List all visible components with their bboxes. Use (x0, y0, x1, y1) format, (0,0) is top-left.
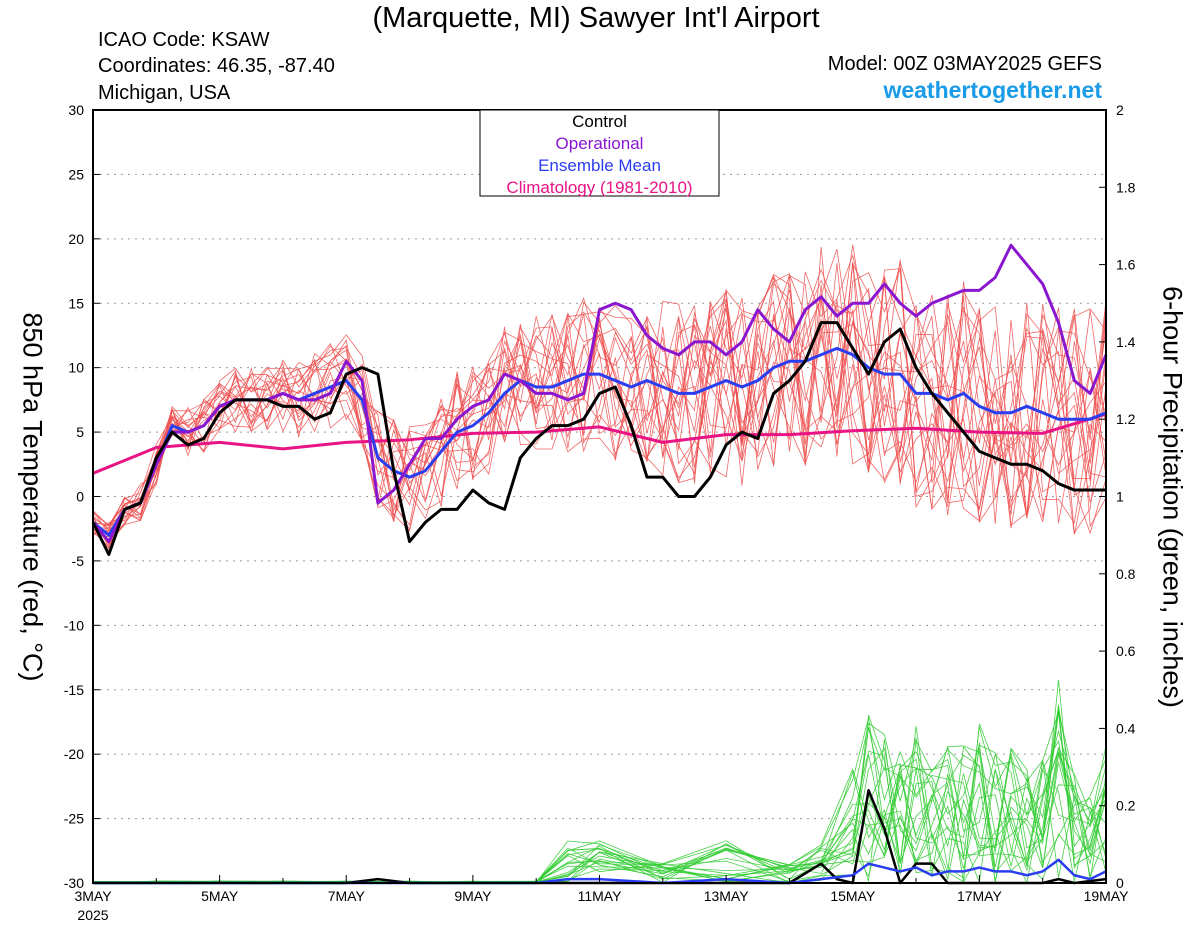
grid-lines (93, 173, 1106, 820)
y-tick-label: 5 (76, 424, 84, 440)
y-tick-label: -25 (64, 811, 84, 827)
x-tick-label: 5MAY (201, 888, 239, 904)
ensemble-member-line (92, 244, 1107, 526)
y2-tick-label: 1.8 (1116, 179, 1136, 195)
legend-entry: Operational (556, 134, 644, 153)
coordinates: Coordinates: 46.35, -87.40 (98, 55, 335, 77)
ensemble-member-line (92, 279, 1107, 545)
y-tick-label: -20 (64, 746, 84, 762)
region: Michigan, USA (98, 82, 231, 104)
x-tick-sublabel: 2025 (77, 907, 108, 923)
ensemble-members (92, 244, 1107, 885)
legend-entry: Control (572, 112, 627, 131)
temp-climatology-1981-2010--line (92, 412, 1107, 475)
ensemble-member-line (92, 254, 1107, 548)
legend-entry: Climatology (1981-2010) (506, 178, 692, 197)
y2-tick-label: 0.4 (1116, 720, 1136, 736)
precip-member-line (92, 711, 1107, 884)
series-lines (91, 243, 1108, 885)
y-tick-label: -10 (64, 617, 84, 633)
x-tick-label: 17MAY (957, 888, 1003, 904)
legend: Control Operational Ensemble Mean Climatolo… (479, 109, 720, 197)
y-tick-label: 0 (76, 489, 84, 505)
y2-tick-label: 0.6 (1116, 643, 1136, 659)
x-tick-label: 3MAY (74, 888, 112, 904)
legend-entry: Ensemble Mean (538, 156, 661, 175)
x-tick-label: 15MAY (830, 888, 876, 904)
x-tick-label: 11MAY (578, 888, 622, 904)
y2-tick-label: 0.2 (1116, 798, 1136, 814)
y-tick-label: -30 (64, 875, 84, 891)
y2-tick-label: 1 (1116, 489, 1124, 505)
ensemble-member-line (92, 268, 1107, 546)
y2-tick-label: 2 (1116, 102, 1124, 118)
legend-box (479, 109, 720, 197)
model-run: Model: 00Z 03MAY2025 GEFS (827, 53, 1102, 75)
precip-member-line (92, 709, 1107, 884)
y-tick-label: 25 (68, 166, 84, 182)
precip-member-line (92, 746, 1107, 884)
y-tick-label: -5 (72, 553, 85, 569)
y2-tick-label: 0.8 (1116, 566, 1136, 582)
y-tick-label: -15 (64, 682, 84, 698)
y2-tick-label: 1.2 (1116, 411, 1136, 427)
icao-code: ICAO Code: KSAW (98, 29, 270, 51)
x-tick-label: 19MAY (1084, 888, 1130, 904)
precip-member-line (92, 712, 1107, 884)
chart-title: (Marquette, MI) Sawyer Int'l Airport (372, 2, 820, 34)
ensemble-member-line (92, 303, 1107, 550)
y-tick-label: 20 (68, 231, 84, 247)
ensemble-member-line (92, 277, 1107, 538)
temp-control-line (91, 321, 1106, 556)
ensemble-member-line (92, 261, 1107, 534)
x-tick-label: 13MAY (704, 888, 750, 904)
x-tick-label: 7MAY (328, 888, 366, 904)
y-tick-label: 10 (68, 360, 84, 376)
x-tick-label: 9MAY (454, 888, 492, 904)
ensemble-member-line (92, 277, 1107, 531)
y2-tick-label: 1.4 (1116, 334, 1136, 350)
axes: 302520151050-5-10-15-20-25-3021.81.61.41… (64, 102, 1136, 923)
y-tick-label: 15 (68, 295, 84, 311)
y2-tick-label: 0 (1116, 875, 1124, 891)
y2-tick-label: 1.6 (1116, 257, 1136, 273)
y-tick-label: 30 (68, 102, 84, 118)
brand-link[interactable]: weathertogether.net (883, 77, 1102, 103)
